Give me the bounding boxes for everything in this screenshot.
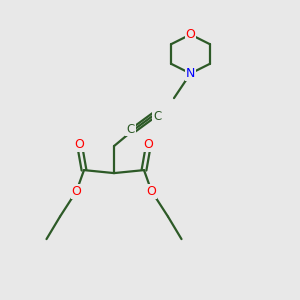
Text: O: O (72, 184, 81, 198)
Text: O: O (147, 184, 156, 198)
Text: O: O (75, 138, 84, 151)
Text: C: C (153, 110, 161, 123)
Text: C: C (126, 122, 135, 136)
Text: O: O (186, 28, 195, 41)
Text: O: O (144, 138, 153, 151)
Text: N: N (186, 67, 195, 80)
